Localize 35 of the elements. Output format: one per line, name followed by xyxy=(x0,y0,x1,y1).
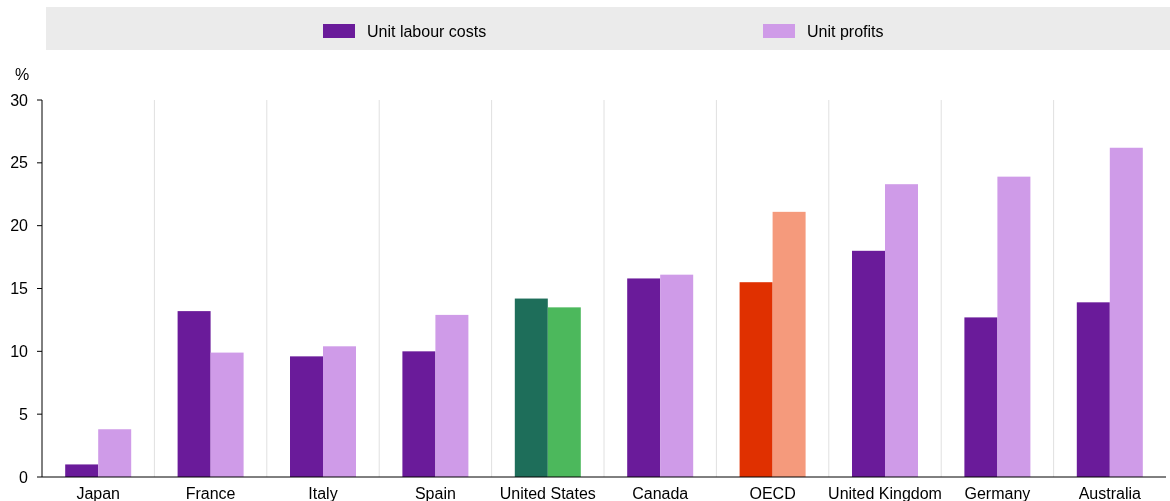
bar xyxy=(98,429,132,477)
y-tick-label: 0 xyxy=(19,468,29,486)
legend-label: Unit labour costs xyxy=(367,23,487,40)
y-tick-label: 25 xyxy=(10,154,29,172)
y-tick-label: 30 xyxy=(10,91,29,109)
bar xyxy=(514,298,548,477)
bar xyxy=(660,274,694,477)
bar xyxy=(65,464,99,477)
bar xyxy=(997,176,1031,477)
y-axis-title: % xyxy=(14,66,30,83)
bar xyxy=(402,351,436,477)
bar xyxy=(739,282,773,477)
bar xyxy=(885,184,918,477)
y-tick-label: 20 xyxy=(10,217,29,235)
y-tick-label: 15 xyxy=(10,280,29,298)
x-tick-label: France xyxy=(185,485,236,501)
bar xyxy=(547,307,581,477)
bar xyxy=(177,311,211,477)
bar xyxy=(772,211,806,477)
x-tick-label: OECD xyxy=(749,485,796,501)
bar xyxy=(210,352,244,477)
bar xyxy=(627,278,661,477)
x-tick-label: Australia xyxy=(1078,485,1142,501)
legend-label: Unit profits xyxy=(807,23,884,40)
x-tick-label: Canada xyxy=(632,485,689,501)
bar xyxy=(1076,302,1110,477)
y-tick-label: 5 xyxy=(19,405,29,423)
bar xyxy=(852,250,885,477)
bar xyxy=(290,356,323,477)
y-tick-label: 10 xyxy=(10,342,29,360)
bar xyxy=(964,317,998,477)
bar xyxy=(323,346,356,477)
x-tick-label: United States xyxy=(499,485,596,501)
bar xyxy=(435,314,469,477)
bar xyxy=(1109,147,1143,477)
